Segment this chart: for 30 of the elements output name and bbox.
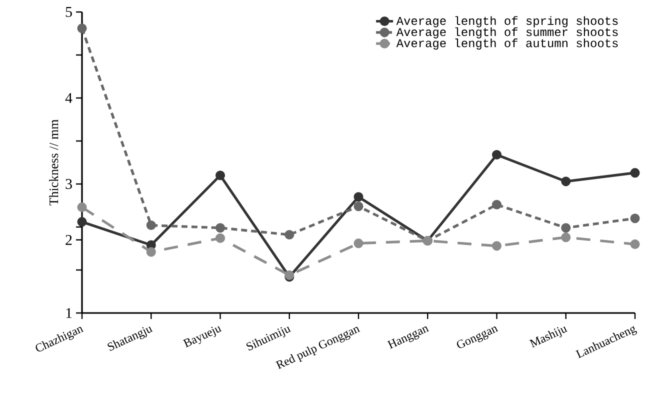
y-tick-label: 5 — [66, 7, 72, 17]
point — [146, 220, 156, 230]
legend-label: Average length of spring shoots — [396, 16, 618, 28]
point — [561, 176, 571, 186]
point — [561, 232, 571, 242]
point — [492, 241, 502, 251]
point — [284, 230, 294, 240]
y-tick-label: 1 — [66, 308, 72, 318]
point — [146, 247, 156, 257]
legend-label: Average length of summer shoots — [396, 27, 618, 38]
y-tick-label: 3 — [66, 178, 72, 190]
point — [630, 239, 640, 249]
y-tick-label: 2 — [66, 234, 72, 245]
point — [77, 24, 87, 34]
point — [354, 238, 364, 248]
point — [77, 202, 87, 212]
point — [630, 214, 640, 224]
point — [215, 233, 226, 243]
point — [630, 168, 640, 178]
legend-label: Average length of autumn shoots — [396, 38, 618, 50]
point — [215, 223, 226, 233]
point — [561, 223, 571, 233]
point — [492, 200, 502, 210]
y-tick-label: 4 — [65, 93, 72, 103]
point — [77, 217, 87, 227]
point — [215, 170, 226, 180]
point — [354, 202, 364, 212]
y-axis-title: Thickness // mm — [49, 120, 58, 206]
point — [354, 192, 364, 202]
point — [492, 150, 502, 160]
